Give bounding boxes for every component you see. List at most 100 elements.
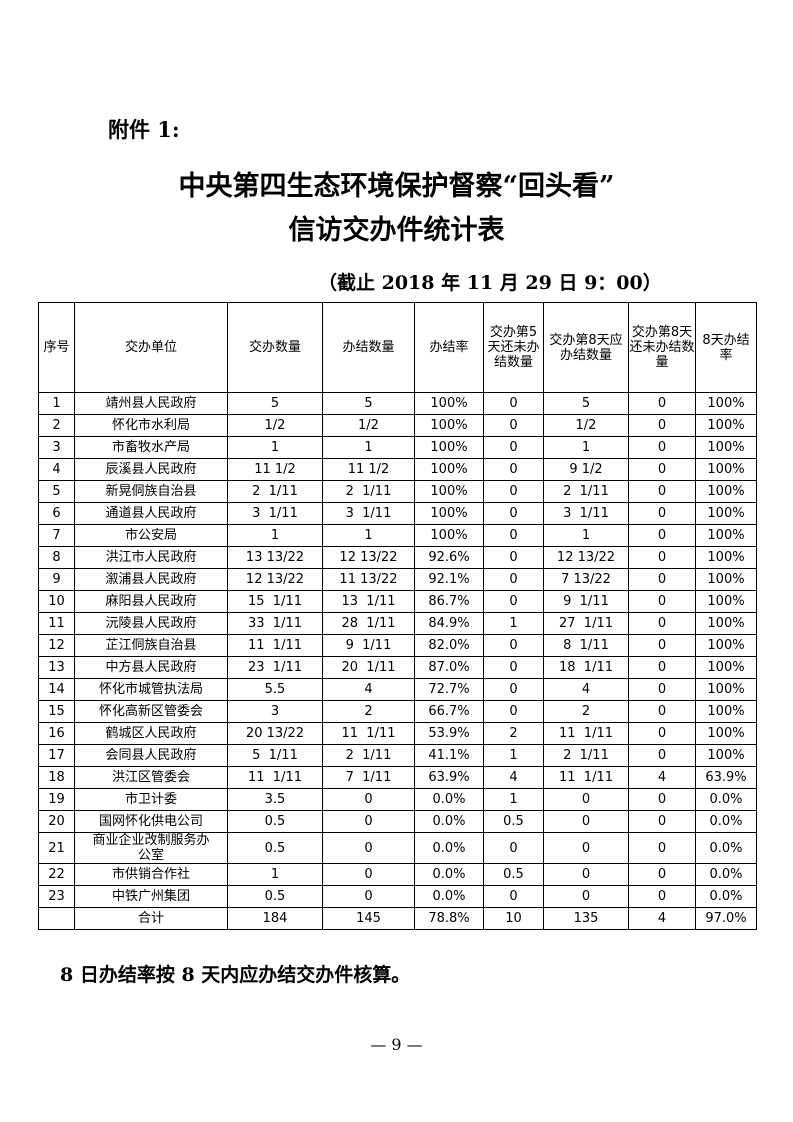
table-cell: 100% <box>695 744 757 767</box>
table-cell: 3 1/11 <box>543 502 629 525</box>
table-cell: 2 1/11 <box>227 480 323 503</box>
table-cell: 0 <box>483 590 544 613</box>
table-cell: 0.0% <box>414 832 484 864</box>
table-cell: 0.0% <box>414 863 484 886</box>
table-cell: 0 <box>322 832 415 864</box>
table-row: 7 市公安局 1 1 100% 0 1 0 100% <box>38 524 757 547</box>
table-cell: 86.7% <box>414 590 484 613</box>
table-cell: 2 <box>322 700 415 723</box>
table-cell: 100% <box>695 546 757 569</box>
table-cell: 4 <box>543 678 629 701</box>
table-cell: 100% <box>414 392 484 415</box>
table-cell: 100% <box>695 392 757 415</box>
table-cell: 7 1/11 <box>322 766 415 789</box>
table-cell: 5 <box>38 480 75 503</box>
table-cell: 国网怀化供电公司 <box>74 810 228 833</box>
table-cell: 5 <box>322 392 415 415</box>
table-row: 21 商业企业改制服务办公室 0.5 0 0.0% 0 0 0 0.0% <box>38 832 757 864</box>
table-cell: 41.1% <box>414 744 484 767</box>
table-cell: 沅陵县人民政府 <box>74 612 228 635</box>
table-cell: 0.0% <box>695 885 757 908</box>
table-cell: 18 <box>38 766 75 789</box>
table-cell: 0 <box>483 656 544 679</box>
table-cell: 2 1/11 <box>543 480 629 503</box>
table-cell: 0 <box>483 524 544 547</box>
table-cell: 135 <box>543 907 629 930</box>
table-cell: 7 <box>38 524 75 547</box>
table-cell: 0 <box>628 458 696 481</box>
table-cell: 17 <box>38 744 75 767</box>
title-line-2: 信访交办件统计表 <box>288 215 505 246</box>
table-cell: 洪江区管委会 <box>74 766 228 789</box>
table-row: 23 中铁广州集团 0.5 0 0.0% 0 0 0 0.0% <box>38 885 757 908</box>
table-row: 9 溆浦县人民政府 12 13/22 11 13/22 92.1% 0 7 13/22 0 10… <box>38 568 757 591</box>
table-cell: 13 1/11 <box>322 590 415 613</box>
table-cell: 会同县人民政府 <box>74 744 228 767</box>
table-row: 15 怀化高新区管委会 3 2 66.7% 0 2 0 100% <box>38 700 757 723</box>
table-cell: 0 <box>628 546 696 569</box>
table-cell: 0 <box>483 546 544 569</box>
table-cell: 100% <box>695 436 757 459</box>
table-cell: 0 <box>628 744 696 767</box>
table-cell: 92.6% <box>414 546 484 569</box>
table-cell: 100% <box>695 414 757 437</box>
table-cell: 13 <box>38 656 75 679</box>
column-header: 办结数量 <box>322 302 415 393</box>
table-cell: 1/2 <box>227 414 323 437</box>
table-cell: 0 <box>483 436 544 459</box>
table-cell: 100% <box>695 480 757 503</box>
table-cell: 100% <box>695 590 757 613</box>
column-header: 8天办结率 <box>695 302 757 393</box>
table-cell: 0 <box>543 788 629 811</box>
table-cell: 28 1/11 <box>322 612 415 635</box>
table-cell: 100% <box>695 634 757 657</box>
table-row: 10 麻阳县人民政府 15 1/11 13 1/11 86.7% 0 9 1/11 0 100% <box>38 590 757 613</box>
table-cell: 0.0% <box>414 885 484 908</box>
table-cell: 0 <box>322 810 415 833</box>
table-cell: 0 <box>483 502 544 525</box>
table-cell: 1 <box>38 392 75 415</box>
header-row: 序号 交办单位 交办数量 办结数量 办结率 交办第5天还未办结数量 交办第8天应办结数量 交办… <box>38 302 757 393</box>
table-cell: 0 <box>483 678 544 701</box>
table-cell: 8 <box>38 546 75 569</box>
title-line-1: 中央第四生态环境保护督察“回头看” <box>178 171 615 202</box>
table-cell: 14 <box>38 678 75 701</box>
table-cell: 3 1/11 <box>227 502 323 525</box>
table-cell: 4 <box>322 678 415 701</box>
table-cell: 0 <box>543 885 629 908</box>
column-header: 交办第5天还未办结数量 <box>483 302 544 393</box>
table-cell: 4 <box>628 907 696 930</box>
table-cell: 20 13/22 <box>227 722 323 745</box>
table-cell: 0 <box>483 392 544 415</box>
table-cell: 0.0% <box>695 788 757 811</box>
table-cell: 10 <box>38 590 75 613</box>
table-cell: 0 <box>483 634 544 657</box>
table-cell: 0.0% <box>695 863 757 886</box>
table-row: 2 怀化市水利局 1/2 1/2 100% 0 1/2 0 100% <box>38 414 757 437</box>
page-number: — 9 — <box>370 1035 423 1054</box>
table-cell: 3 <box>227 700 323 723</box>
table-cell: 100% <box>414 502 484 525</box>
table-cell: 7 13/22 <box>543 568 629 591</box>
table-cell: 53.9% <box>414 722 484 745</box>
table-row: 14 怀化市城管执法局 5.5 4 72.7% 0 4 0 100% <box>38 678 757 701</box>
table-cell <box>38 907 75 930</box>
table-cell: 怀化市水利局 <box>74 414 228 437</box>
table-cell: 100% <box>695 502 757 525</box>
table-cell: 洪江市人民政府 <box>74 546 228 569</box>
table-cell: 0.5 <box>227 810 323 833</box>
table-cell: 145 <box>322 907 415 930</box>
table-cell: 怀化高新区管委会 <box>74 700 228 723</box>
table-cell: 0 <box>628 634 696 657</box>
table-cell: 21 <box>38 832 75 864</box>
table-cell: 鹤城区人民政府 <box>74 722 228 745</box>
table-cell: 100% <box>695 722 757 745</box>
statistics-table: 序号 交办单位 交办数量 办结数量 办结率 交办第5天还未办结数量 交办第8天应办结数量 交办… <box>38 302 757 930</box>
table-cell: 63.9% <box>414 766 484 789</box>
table-cell: 0 <box>322 788 415 811</box>
table-cell: 2 1/11 <box>322 480 415 503</box>
table-cell: 2 <box>483 722 544 745</box>
table-cell: 82.0% <box>414 634 484 657</box>
table-cell: 0.5 <box>227 885 323 908</box>
